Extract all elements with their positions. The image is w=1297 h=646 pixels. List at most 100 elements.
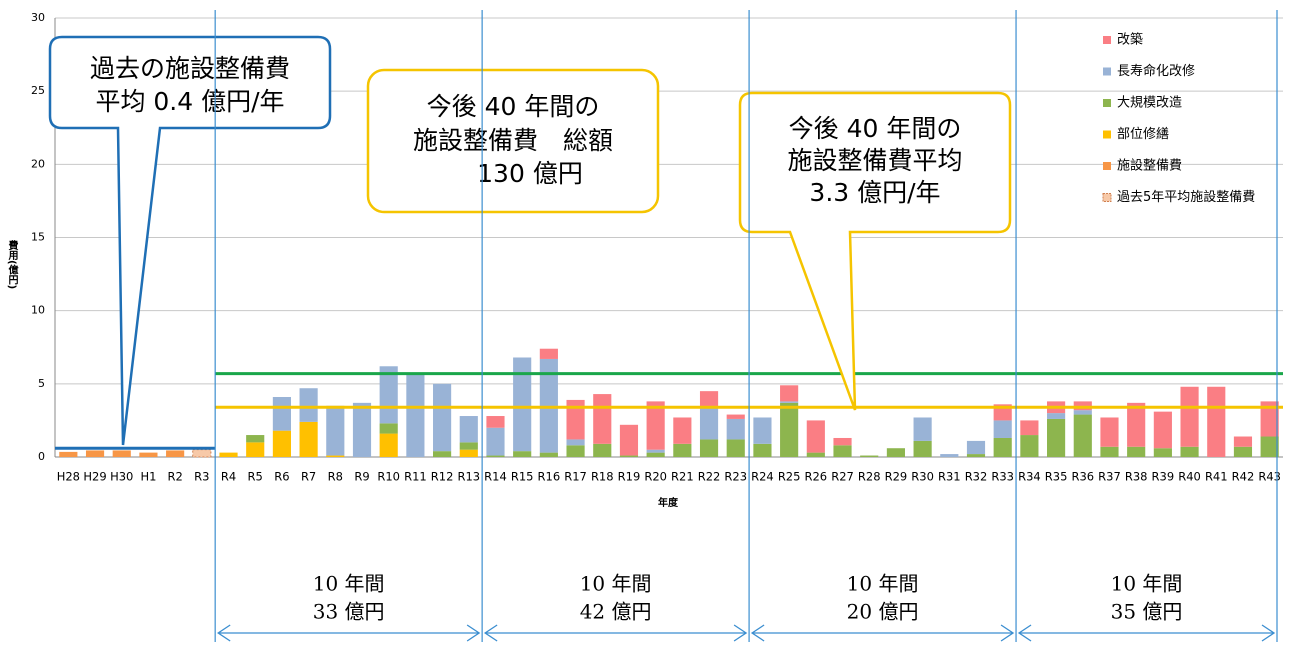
bar-segment	[780, 402, 799, 457]
bar-segment	[379, 423, 398, 434]
bar-segment	[513, 357, 532, 452]
bar-segment	[166, 450, 185, 457]
bar-segment	[1260, 401, 1279, 437]
bar-segment	[993, 437, 1012, 457]
callout-text: 平均 0.4 億円/年	[95, 87, 284, 116]
bar-segment	[699, 439, 719, 457]
x-tick-label: R25	[778, 470, 801, 484]
bar-segment	[246, 435, 265, 443]
bar-segment	[272, 397, 291, 431]
x-tick-label: H28	[57, 470, 80, 484]
x-tick-label: R33	[991, 470, 1014, 484]
y-tick-label: 20	[31, 157, 45, 170]
bar-segment	[219, 452, 238, 457]
bar-segment	[726, 414, 745, 419]
x-tick-label: R15	[511, 470, 534, 484]
callout-text: 3.3 億円/年	[809, 178, 940, 207]
bar-segment	[1127, 402, 1146, 447]
bar-segment	[726, 439, 745, 457]
bar-segment	[593, 443, 612, 457]
bar-segment	[486, 455, 505, 457]
x-tick-label: H1	[140, 470, 156, 484]
callout-text: 過去の施設整備費	[90, 54, 290, 83]
x-tick-label: R30	[911, 470, 934, 484]
x-tick-label: R11	[404, 470, 427, 484]
x-tick-label: R10	[377, 470, 400, 484]
period-total: 35 億円	[1111, 600, 1183, 624]
x-tick-label: R20	[644, 470, 667, 484]
bar-segment	[1233, 446, 1253, 457]
callout-text: 今後 40 年間の	[789, 114, 962, 143]
legend-label: 過去5年平均施設整備費	[1117, 189, 1255, 205]
x-tick-label: R3	[194, 470, 209, 484]
callout-text: 施設整備費 総額	[413, 126, 613, 155]
bar-segment	[699, 391, 719, 408]
bar-segment	[566, 445, 585, 457]
x-tick-label: R31	[938, 470, 961, 484]
y-tick-label: 30	[31, 11, 45, 24]
period-arrow	[217, 624, 481, 642]
period-arrow	[1017, 624, 1276, 642]
x-tick-label: R27	[831, 470, 854, 484]
callout-bubble	[366, 68, 660, 214]
x-tick-label: R9	[354, 470, 369, 484]
bar-segment	[299, 421, 318, 457]
bar-segment	[539, 452, 558, 457]
x-tick-label: R2	[167, 470, 182, 484]
bar-segment	[1100, 417, 1119, 447]
callout-text: 施設整備費平均	[787, 146, 962, 175]
legend-label: 施設整備費	[1117, 158, 1182, 174]
x-tick-label: R21	[671, 470, 694, 484]
bar-segment	[646, 449, 665, 453]
x-tick-label: R26	[805, 470, 828, 484]
x-tick-label: R28	[858, 470, 881, 484]
legend-swatch	[1102, 193, 1112, 202]
bar-segment	[673, 443, 692, 457]
bar-segment	[966, 440, 986, 455]
bar-segment	[1153, 411, 1172, 449]
bar-segment	[59, 451, 78, 457]
y-tick-label: 25	[31, 84, 45, 97]
x-tick-label: R14	[484, 470, 507, 484]
bar-segment	[433, 383, 452, 452]
y-tick-label: 15	[31, 231, 45, 244]
period-total: 33 億円	[313, 600, 385, 624]
x-axis-label: 年度	[658, 496, 679, 509]
bar-segment	[1180, 386, 1199, 447]
x-tick-label: R23	[724, 470, 747, 484]
bar-segment	[993, 420, 1012, 438]
legend-swatch	[1103, 162, 1111, 170]
bar-segment	[1127, 446, 1146, 457]
x-tick-label: R19	[618, 470, 641, 484]
bar-segment	[753, 417, 772, 444]
x-tick-label: R18	[591, 470, 614, 484]
x-tick-label: R36	[1071, 470, 1094, 484]
bar-segment	[886, 448, 905, 457]
bar-segment	[486, 427, 505, 456]
bar-segment	[1020, 420, 1039, 436]
legend-label: 大規模改造	[1117, 96, 1182, 111]
bar-segment	[459, 449, 478, 457]
bar-segment	[486, 416, 505, 428]
bar-segment	[913, 417, 932, 441]
bar-segment	[726, 418, 745, 440]
legend-label: 長寿命化改修	[1117, 63, 1195, 79]
bar-segment	[619, 424, 639, 456]
x-tick-label: R5	[248, 470, 263, 484]
callout-bubble	[48, 35, 332, 446]
x-tick-label: R4	[221, 470, 236, 484]
bar-segment	[966, 454, 986, 457]
period-label: 10 年間	[313, 572, 385, 596]
x-tick-label: R13	[457, 470, 480, 484]
bar-segment	[192, 449, 212, 458]
period-label: 10 年間	[1111, 572, 1183, 596]
legend-swatch	[1103, 130, 1111, 139]
x-tick-label: R37	[1098, 470, 1121, 484]
bar-segment	[566, 439, 585, 446]
x-tick-label: R12	[431, 470, 454, 484]
x-tick-label: R38	[1125, 470, 1148, 484]
bar-segment	[646, 401, 665, 450]
bar-segment	[646, 452, 665, 457]
bar-segment	[1260, 436, 1279, 457]
